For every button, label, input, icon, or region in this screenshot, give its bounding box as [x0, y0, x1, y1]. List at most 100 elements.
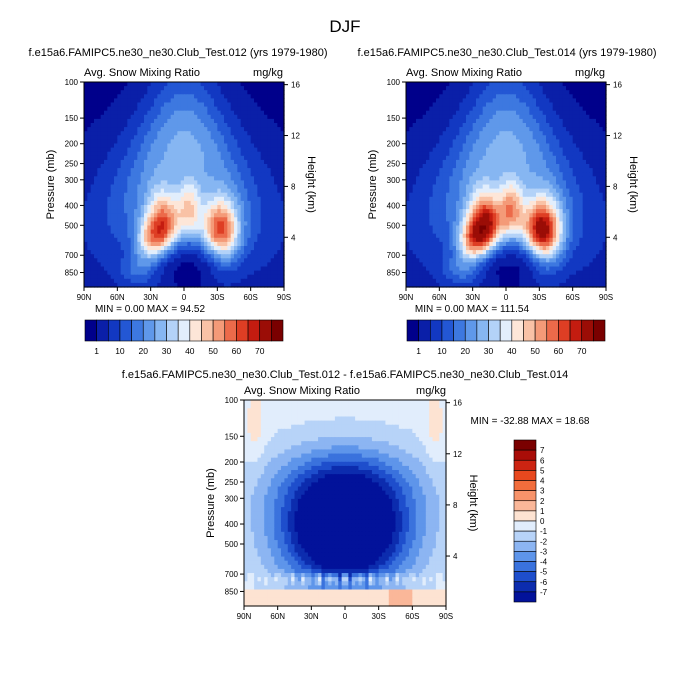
field-cell: [549, 196, 554, 202]
field-cell: [562, 200, 567, 206]
field-cell: [94, 270, 98, 276]
field-cell: [416, 106, 420, 112]
field-cell: [436, 188, 440, 194]
field-cell: [210, 184, 215, 190]
field-cell: [107, 246, 112, 251]
field-cell: [124, 164, 128, 169]
field-cell: [264, 258, 268, 263]
field-cell: [552, 90, 557, 95]
field-cell: [509, 90, 514, 95]
field-cell: [210, 233, 215, 239]
field-cell: [416, 139, 420, 145]
field-cell: [217, 155, 222, 161]
field-cell: [197, 127, 202, 132]
x-tick-label: 60N: [110, 293, 125, 302]
field-cell: [90, 90, 95, 95]
field-cell: [240, 127, 245, 132]
field-cell: [452, 98, 457, 104]
field-cell: [277, 250, 282, 255]
field-cell: [260, 176, 265, 181]
field-cell: [104, 278, 108, 284]
field-cell: [150, 209, 155, 214]
field-cell: [260, 106, 265, 112]
field-cell: [489, 205, 494, 210]
field-cell: [204, 278, 208, 284]
field-cell: [449, 155, 454, 161]
field-cell: [117, 221, 122, 227]
field-cell: [130, 184, 135, 190]
field-cell: [150, 106, 155, 112]
field-cell: [264, 200, 268, 206]
field-cell: [177, 250, 182, 255]
field-cell: [160, 118, 165, 124]
field-cell: [516, 155, 520, 161]
field-cell: [104, 262, 108, 268]
field-cell: [104, 94, 108, 99]
panel-1-units: mg/kg: [253, 67, 283, 79]
field-cell: [117, 164, 122, 169]
field-cell: [582, 168, 587, 173]
field-cell: [552, 147, 557, 153]
field-cell: [562, 143, 567, 149]
field-cell: [257, 184, 262, 190]
field-cell: [214, 139, 218, 145]
field-cell: [452, 151, 457, 157]
field-cell: [466, 188, 470, 194]
field-cell: [177, 147, 182, 153]
field-cell: [117, 151, 122, 157]
field-cell: [190, 98, 195, 104]
x-tick-label: 30N: [143, 293, 158, 302]
field-cell: [552, 209, 557, 214]
field-cell: [217, 180, 222, 186]
field-cell: [516, 94, 520, 99]
field-cell: [589, 147, 594, 153]
field-cell: [124, 106, 128, 112]
field-cell: [277, 159, 282, 165]
field-cell: [432, 172, 437, 177]
field-cell: [230, 176, 235, 181]
field-cell: [250, 237, 255, 243]
field-cell: [446, 114, 450, 120]
field-cell: [572, 114, 577, 120]
field-cell: [270, 110, 275, 116]
field-cell: [462, 192, 467, 198]
field-cell: [247, 82, 252, 87]
field-cell: [87, 274, 92, 280]
colorbar-swatch: [201, 319, 214, 342]
field-cell: [167, 110, 172, 116]
field-cell: [439, 102, 444, 108]
field-cell: [124, 233, 128, 239]
field-cell: [572, 90, 577, 95]
field-cell: [190, 155, 195, 161]
field-cell: [250, 127, 255, 132]
field-cell: [150, 241, 155, 247]
field-cell: [220, 233, 225, 239]
field-cell: [582, 90, 587, 95]
field-cell: [117, 250, 122, 255]
field-cell: [114, 262, 118, 268]
field-cell: [234, 237, 238, 243]
field-cell: [592, 143, 597, 149]
field-cell: [247, 258, 252, 263]
field-cell: [416, 123, 420, 128]
field-cell: [104, 90, 108, 95]
field-cell: [154, 127, 158, 132]
field-cell: [177, 102, 182, 108]
field-cell: [522, 114, 527, 120]
field-cell: [502, 135, 507, 140]
field-cell: [240, 213, 245, 218]
field-cell: [220, 266, 225, 272]
field-cell: [529, 127, 534, 132]
field-cell: [134, 274, 138, 280]
field-cell: [519, 147, 524, 153]
field-cell: [224, 82, 228, 87]
field-cell: [230, 114, 235, 120]
field-cell: [416, 168, 420, 173]
field-cell: [167, 127, 172, 132]
field-cell: [107, 127, 112, 132]
field-cell: [412, 151, 417, 157]
field-cell: [154, 135, 158, 140]
field-cell: [539, 184, 544, 190]
field-cell: [210, 258, 215, 263]
field-cell: [549, 106, 554, 112]
